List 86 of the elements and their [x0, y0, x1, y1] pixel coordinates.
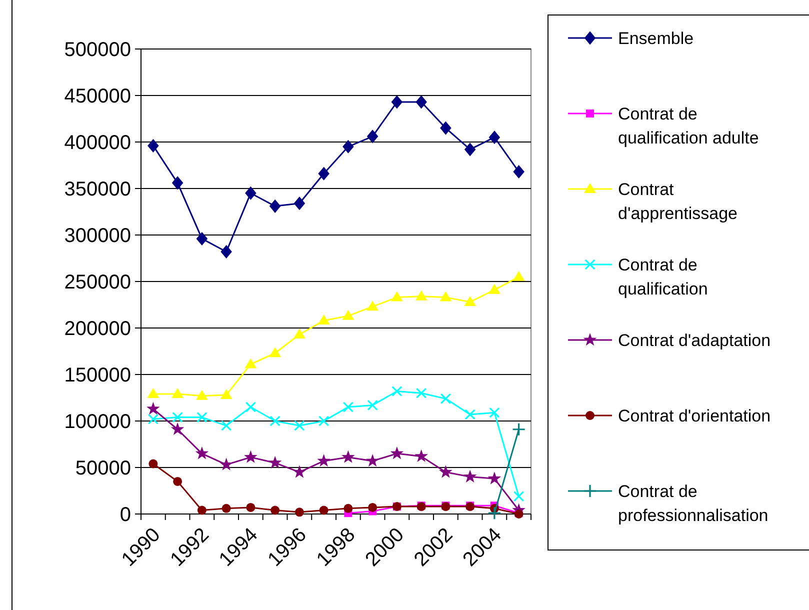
y-tick-label: 200000	[64, 318, 131, 340]
point	[244, 450, 258, 463]
point	[514, 491, 524, 502]
point	[512, 270, 525, 281]
legend-label: Ensemble	[618, 28, 694, 48]
point	[222, 504, 231, 513]
point	[146, 402, 160, 415]
point	[414, 449, 428, 462]
point	[319, 506, 328, 515]
point	[246, 502, 256, 512]
point	[342, 450, 355, 463]
point	[390, 446, 404, 460]
y-tick-label: 300000	[64, 225, 131, 247]
point	[439, 465, 452, 478]
point	[269, 347, 282, 358]
point	[244, 358, 257, 368]
legend-label: Contrat d'adaptation	[618, 330, 771, 350]
point	[220, 458, 233, 470]
point	[416, 96, 427, 109]
point	[440, 291, 452, 302]
point	[342, 310, 354, 320]
point	[513, 165, 524, 178]
point	[294, 196, 305, 210]
point	[415, 290, 428, 300]
point	[488, 130, 500, 144]
point	[148, 414, 158, 424]
point	[292, 465, 306, 478]
point	[220, 388, 232, 399]
point	[368, 502, 378, 512]
point	[464, 296, 476, 306]
point	[343, 402, 354, 412]
point	[416, 388, 426, 398]
point	[464, 409, 476, 420]
point	[147, 388, 160, 398]
point	[463, 470, 477, 482]
point	[294, 420, 305, 431]
point	[172, 176, 184, 190]
point	[197, 506, 206, 515]
point	[366, 454, 380, 467]
legend-label: Contrat de qualification adulte	[618, 104, 759, 148]
point	[318, 314, 330, 325]
point	[220, 245, 232, 258]
y-tick-label: 50000	[75, 458, 131, 480]
y-tick-label: 350000	[64, 178, 131, 200]
point	[342, 140, 354, 154]
point	[317, 454, 330, 467]
y-tick-label: 150000	[64, 364, 131, 386]
point	[318, 167, 330, 180]
point	[391, 96, 402, 109]
legend-label: Contrat d'apprentissage	[618, 180, 738, 223]
point	[367, 130, 378, 143]
point	[148, 139, 159, 152]
point	[148, 459, 158, 468]
y-tick-label: 100000	[64, 411, 131, 433]
point	[344, 504, 353, 513]
point	[270, 416, 280, 426]
y-tick-label: 500000	[64, 39, 131, 61]
point	[464, 142, 476, 156]
point	[488, 472, 502, 484]
point	[488, 284, 500, 294]
point	[293, 328, 306, 339]
point	[196, 232, 208, 246]
point	[196, 390, 208, 400]
legend-label: Contrat d'orientation	[618, 406, 771, 426]
point	[195, 446, 209, 460]
point	[270, 506, 280, 515]
point	[270, 200, 281, 213]
y-tick-label: 450000	[64, 86, 131, 108]
y-tick-label: 250000	[64, 272, 131, 294]
y-tick-label: 0	[120, 504, 131, 526]
point	[268, 456, 282, 469]
point	[170, 422, 184, 436]
point	[246, 402, 256, 412]
legend-label: Contrat de professionnalisation	[618, 482, 768, 525]
point	[173, 476, 182, 486]
y-tick-label: 400000	[64, 132, 131, 154]
legend-label: Contrat de qualification	[618, 255, 708, 298]
point	[390, 291, 403, 302]
point	[294, 508, 304, 517]
point	[221, 420, 232, 431]
point	[366, 300, 379, 311]
point	[489, 407, 500, 418]
point	[172, 388, 184, 398]
point	[440, 394, 451, 404]
point	[440, 122, 452, 135]
point	[245, 186, 256, 200]
